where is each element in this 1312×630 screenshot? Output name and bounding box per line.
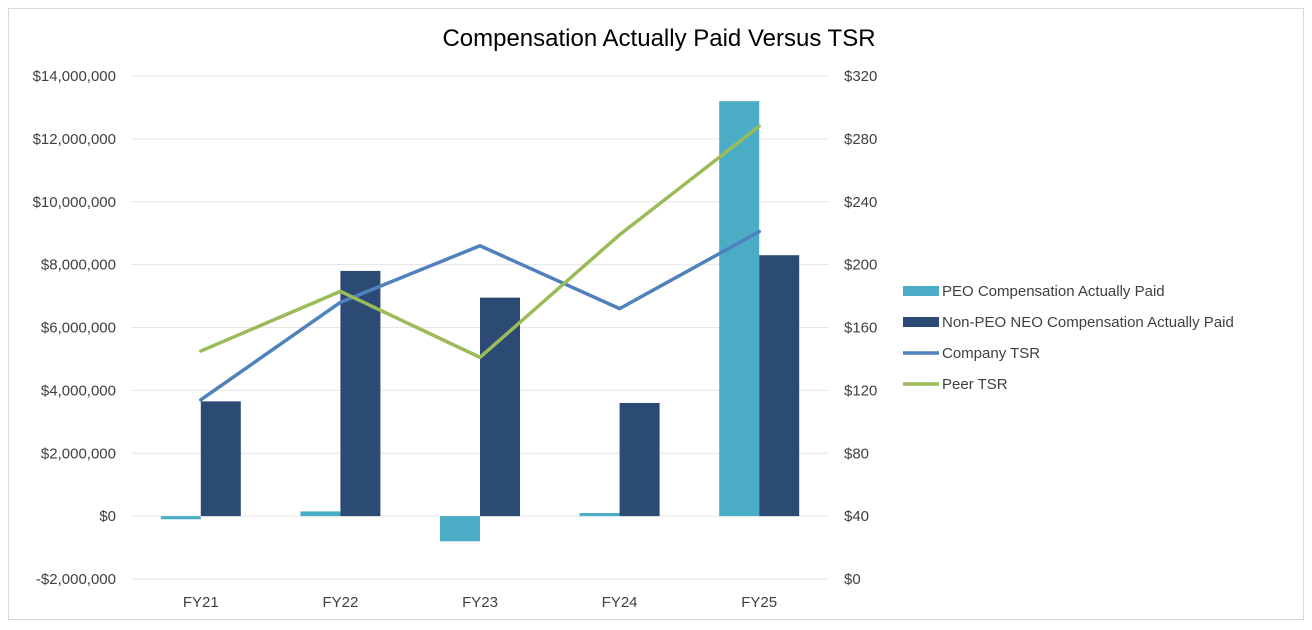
right-tick-label: $40 [844,508,869,525]
right-tick-label: $200 [844,257,877,274]
x-axis-categories: FY21 FY22 FY23 FY24 FY25 [183,594,777,611]
right-axis-ticks: $0 $40 $80 $120 $160 $200 $240 $280 $320 [844,68,877,588]
bar-peo-fy25 [719,101,760,517]
right-tick-label: $320 [844,68,877,85]
bar-non-peo-fy24 [619,402,660,517]
bar-series [160,101,800,542]
right-tick-label: $0 [844,571,861,588]
left-axis-ticks: -$2,000,000 $0 $2,000,000 $4,000,000 $6,000,… [33,68,116,588]
bar-peo-fy24 [579,512,620,517]
bar-peo-fy22 [300,511,341,517]
left-tick-label: $0 [99,508,116,525]
bar-non-peo-fy23 [480,297,520,517]
legend: PEO Compensation Actually Paid Non-PEO NE… [903,283,1234,393]
right-tick-label: $120 [844,382,877,399]
line-series [199,124,761,402]
left-tick-label: $6,000,000 [41,320,116,337]
bar-non-peo-fy21 [200,401,241,517]
line-peer-tsr [199,124,761,360]
left-tick-label: $10,000,000 [33,194,116,211]
left-tick-label: $14,000,000 [33,68,116,85]
chart-title: Compensation Actually Paid Versus TSR [442,25,875,52]
left-tick-label: $8,000,000 [41,257,116,274]
x-category-label: FY24 [602,594,638,611]
left-tick-label: -$2,000,000 [36,571,116,588]
x-category-label: FY25 [741,594,777,611]
legend-label-peer-tsr: Peer TSR [942,376,1008,393]
legend-label-company-tsr: Company TSR [942,345,1040,362]
legend-swatch-peo-compensation-actually-paid [903,286,939,296]
x-category-label: FY21 [183,594,219,611]
compensation-tsr-chart: Compensation Actually Paid Versus TSR -$… [33,25,1234,611]
right-tick-label: $280 [844,131,877,148]
right-tick-label: $240 [844,194,877,211]
legend-swatch-non-peo-neo-compensation-actually-paid [903,317,939,327]
legend-label-peo-compensation-actually-paid: PEO Compensation Actually Paid [942,283,1165,300]
x-category-label: FY23 [462,594,498,611]
bar-non-peo-fy22 [340,270,381,517]
right-tick-label: $80 [844,445,869,462]
left-tick-label: $4,000,000 [41,382,116,399]
bar-non-peo-fy25 [759,255,800,517]
chart-frame: Compensation Actually Paid Versus TSR -$… [8,8,1304,620]
x-category-label: FY22 [322,594,358,611]
bar-peo-fy21 [160,516,201,520]
left-tick-label: $2,000,000 [41,445,116,462]
legend-label-non-peo-neo-compensation-actually-paid: Non-PEO NEO Compensation Actually Paid [942,314,1234,331]
line-company-tsr [199,229,761,402]
right-tick-label: $160 [844,320,877,337]
left-tick-label: $12,000,000 [33,131,116,148]
bar-peo-fy23 [440,516,480,542]
